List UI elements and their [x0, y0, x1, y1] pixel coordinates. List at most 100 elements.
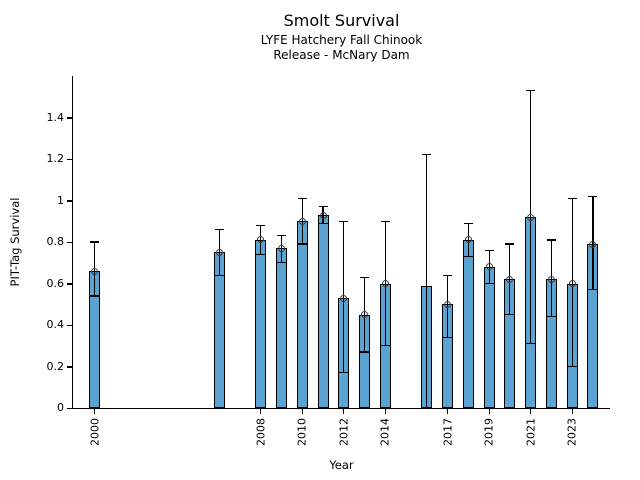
x-tick-label-2023: 2023 [565, 418, 579, 446]
x-tick-2008 [260, 409, 262, 414]
error-cap-high-2013 [360, 276, 370, 278]
marker-2009 [278, 244, 286, 252]
marker-2008 [257, 236, 265, 244]
error-cap-high-2022 [546, 239, 556, 241]
y-tick-label-0: 0 [57, 401, 64, 414]
y-tick-label-0.2: 0.2 [46, 359, 65, 373]
x-tick-label-2014: 2014 [378, 418, 392, 446]
error-cap-high-2000 [90, 241, 100, 243]
error-cap-low-2008 [256, 253, 266, 256]
x-tick-2017 [447, 409, 449, 414]
error-cap-low-2019 [484, 282, 494, 285]
x-tick-label-2008: 2008 [254, 418, 268, 446]
error-cap-low-2017 [443, 336, 453, 339]
x-axis-label: Year [329, 458, 354, 472]
x-tick-2000 [94, 409, 96, 414]
error-cap-low-2010 [297, 243, 307, 245]
marker-2022 [547, 275, 555, 283]
x-axis-spine [71, 408, 610, 410]
error-cap-high-2017 [443, 274, 453, 276]
error-cap-high-2014 [380, 220, 390, 222]
y-tick-1 [66, 200, 72, 202]
error-cap-high-2018 [463, 222, 473, 224]
y-tick-label-0.8: 0.8 [46, 235, 65, 248]
marker-2013 [361, 311, 369, 319]
error-cap-low-2006 [214, 274, 224, 276]
error-cap-low-2000 [90, 295, 100, 297]
bar-2008 [255, 239, 267, 408]
error-cap-high-2024 [588, 195, 598, 197]
error-cap-low-2012 [339, 372, 349, 374]
x-tick-label-2019: 2019 [482, 418, 496, 446]
x-tick-label-2017: 2017 [441, 418, 455, 446]
bar-2010 [296, 221, 308, 408]
marker-2000 [91, 267, 99, 275]
y-tick-0.8 [66, 241, 72, 244]
x-tick-2019 [488, 409, 490, 414]
marker-2018 [464, 236, 472, 244]
y-tick-1.4 [66, 117, 72, 119]
error-bar-2016 [426, 154, 428, 408]
bar-2018 [462, 239, 474, 408]
error-cap-high-2006 [214, 228, 224, 231]
error-cap-high-2020 [505, 243, 515, 245]
error-cap-high-2021 [526, 89, 536, 92]
error-cap-low-2011 [318, 222, 328, 224]
y-tick-label-1.4: 1.4 [46, 110, 65, 124]
marker-2010 [298, 217, 306, 225]
chart-title: Smolt Survival [283, 11, 400, 30]
error-cap-low-2023 [567, 365, 577, 368]
marker-2012 [340, 294, 348, 302]
marker-2017 [444, 300, 452, 308]
marker-2014 [381, 280, 389, 287]
marker-2019 [485, 263, 493, 271]
marker-2024 [589, 240, 597, 248]
x-tick-2012 [343, 409, 345, 414]
y-tick-label-1.2: 1.2 [46, 152, 65, 165]
error-cap-low-2022 [546, 316, 556, 318]
error-cap-high-2012 [339, 220, 349, 222]
marker-2006 [215, 248, 223, 256]
error-cap-high-2011 [318, 206, 328, 208]
x-tick-label-2000: 2000 [88, 418, 102, 446]
x-tick-2014 [384, 409, 386, 414]
x-tick-label-2021: 2021 [524, 418, 538, 446]
bar-2009 [276, 248, 288, 408]
y-tick-0.6 [66, 283, 72, 285]
error-cap-high-2023 [567, 197, 577, 199]
y-tick-1.2 [66, 158, 72, 161]
error-cap-low-2021 [526, 343, 536, 345]
marker-2023 [568, 280, 576, 287]
y-tick-label-0.6: 0.6 [46, 276, 65, 290]
marker-2021 [527, 213, 535, 221]
marker-2011 [319, 211, 327, 219]
x-tick-label-2010: 2010 [295, 418, 309, 446]
y-tick-0.2 [66, 366, 72, 368]
chart-subtitle-line2: Release - McNary Dam [273, 48, 410, 62]
bar-2011 [317, 215, 329, 408]
error-cap-low-2024 [588, 289, 598, 291]
marker-2020 [506, 275, 514, 283]
error-cap-high-2010 [297, 197, 307, 199]
error-cap-low-2013 [360, 351, 370, 353]
y-axis-spine [71, 76, 73, 409]
x-tick-2021 [530, 409, 532, 414]
y-tick-label-0.4: 0.4 [46, 318, 65, 331]
x-tick-2010 [301, 409, 303, 414]
y-tick-label-1: 1 [57, 193, 64, 207]
error-cap-low-2020 [505, 314, 515, 316]
bar-2019 [483, 266, 495, 408]
y-tick-0.4 [66, 324, 72, 327]
chart-subtitle-line1: LYFE Hatchery Fall Chinook [260, 33, 423, 47]
error-cap-low-2009 [277, 262, 287, 264]
error-cap-low-2018 [463, 255, 473, 258]
error-cap-high-2019 [484, 249, 494, 251]
error-cap-high-2008 [256, 224, 266, 226]
error-cap-high-2016 [422, 154, 432, 156]
y-tick-0 [66, 407, 72, 410]
x-tick-2023 [571, 409, 573, 414]
x-tick-label-2012: 2012 [337, 418, 351, 446]
error-cap-low-2014 [380, 345, 390, 347]
error-cap-high-2009 [277, 235, 287, 237]
